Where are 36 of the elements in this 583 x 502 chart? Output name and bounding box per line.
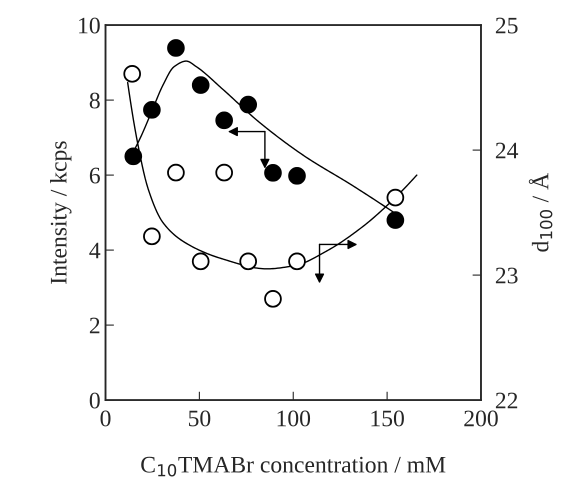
y-axis-title: Intensity / kcps — [50, 141, 72, 284]
point — [386, 211, 404, 229]
point — [239, 96, 258, 114]
point — [239, 252, 258, 270]
y2-tick-label: 22 — [496, 392, 518, 408]
x-tick-label: 0 — [100, 410, 111, 426]
point — [143, 101, 161, 119]
point — [143, 228, 161, 246]
point — [215, 112, 233, 130]
y-tick-label: 4 — [89, 242, 100, 258]
point — [288, 167, 306, 185]
y2-tick-label: 23 — [496, 268, 518, 284]
y-tick-label: 8 — [90, 92, 100, 109]
y2-axis-title: d$_{100}$ / Å — [528, 173, 552, 252]
point — [123, 65, 142, 83]
point — [264, 290, 282, 308]
point — [167, 164, 185, 182]
y-tick-label: 2 — [90, 318, 100, 334]
point — [386, 188, 404, 206]
x-tick-label: 100 — [278, 410, 310, 426]
point — [167, 39, 185, 57]
point — [192, 76, 210, 94]
point — [264, 164, 282, 182]
y-tick-label: 6 — [90, 168, 100, 184]
x-tick-label: 150 — [371, 410, 404, 426]
x-tick-label: 200 — [464, 410, 498, 426]
x-axis-title: C$_{10}$TMABr concentration / mM — [141, 456, 446, 477]
y-tick-label: 0 — [90, 392, 100, 409]
x-tick-label: 50 — [188, 410, 210, 426]
y2-tick-label: 24 — [496, 142, 518, 158]
point — [215, 164, 233, 182]
point — [124, 148, 142, 166]
y2-tick-label: 25 — [496, 18, 518, 34]
point — [288, 252, 306, 270]
point — [192, 252, 210, 270]
y-tick-label: 10 — [79, 18, 100, 34]
